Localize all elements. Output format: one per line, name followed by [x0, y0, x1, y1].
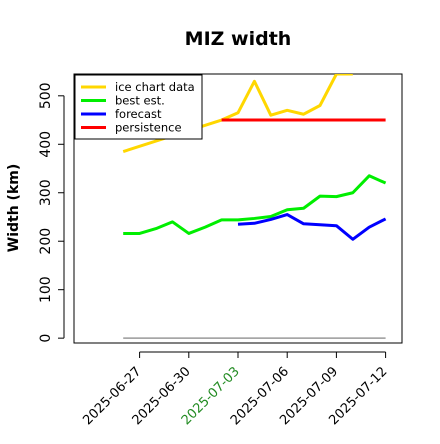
legend-label: best est.	[115, 94, 165, 108]
y-tick-label: 100	[38, 276, 54, 303]
legend-label: ice chart data	[115, 80, 195, 94]
y-axis-label: Width (km)	[6, 164, 22, 253]
series-group	[122, 74, 387, 339]
legend-label: forecast	[115, 107, 162, 121]
series-line-forecast	[237, 213, 387, 241]
y-tick-label: 500	[38, 82, 54, 109]
chart-title: MIZ width	[185, 28, 292, 50]
y-tick-label: 400	[38, 131, 54, 158]
y-tick-label: 200	[38, 228, 54, 255]
y-tick-label: 300	[38, 179, 54, 206]
plot-area-frame	[73, 73, 403, 344]
y-axis: 0 100 200 300 400 500	[38, 82, 65, 343]
series-line-best-est	[123, 174, 387, 235]
y-tick-label: 0	[38, 334, 54, 343]
legend-label: persistence	[115, 121, 182, 135]
series-line-ice-chart-data	[122, 74, 353, 153]
